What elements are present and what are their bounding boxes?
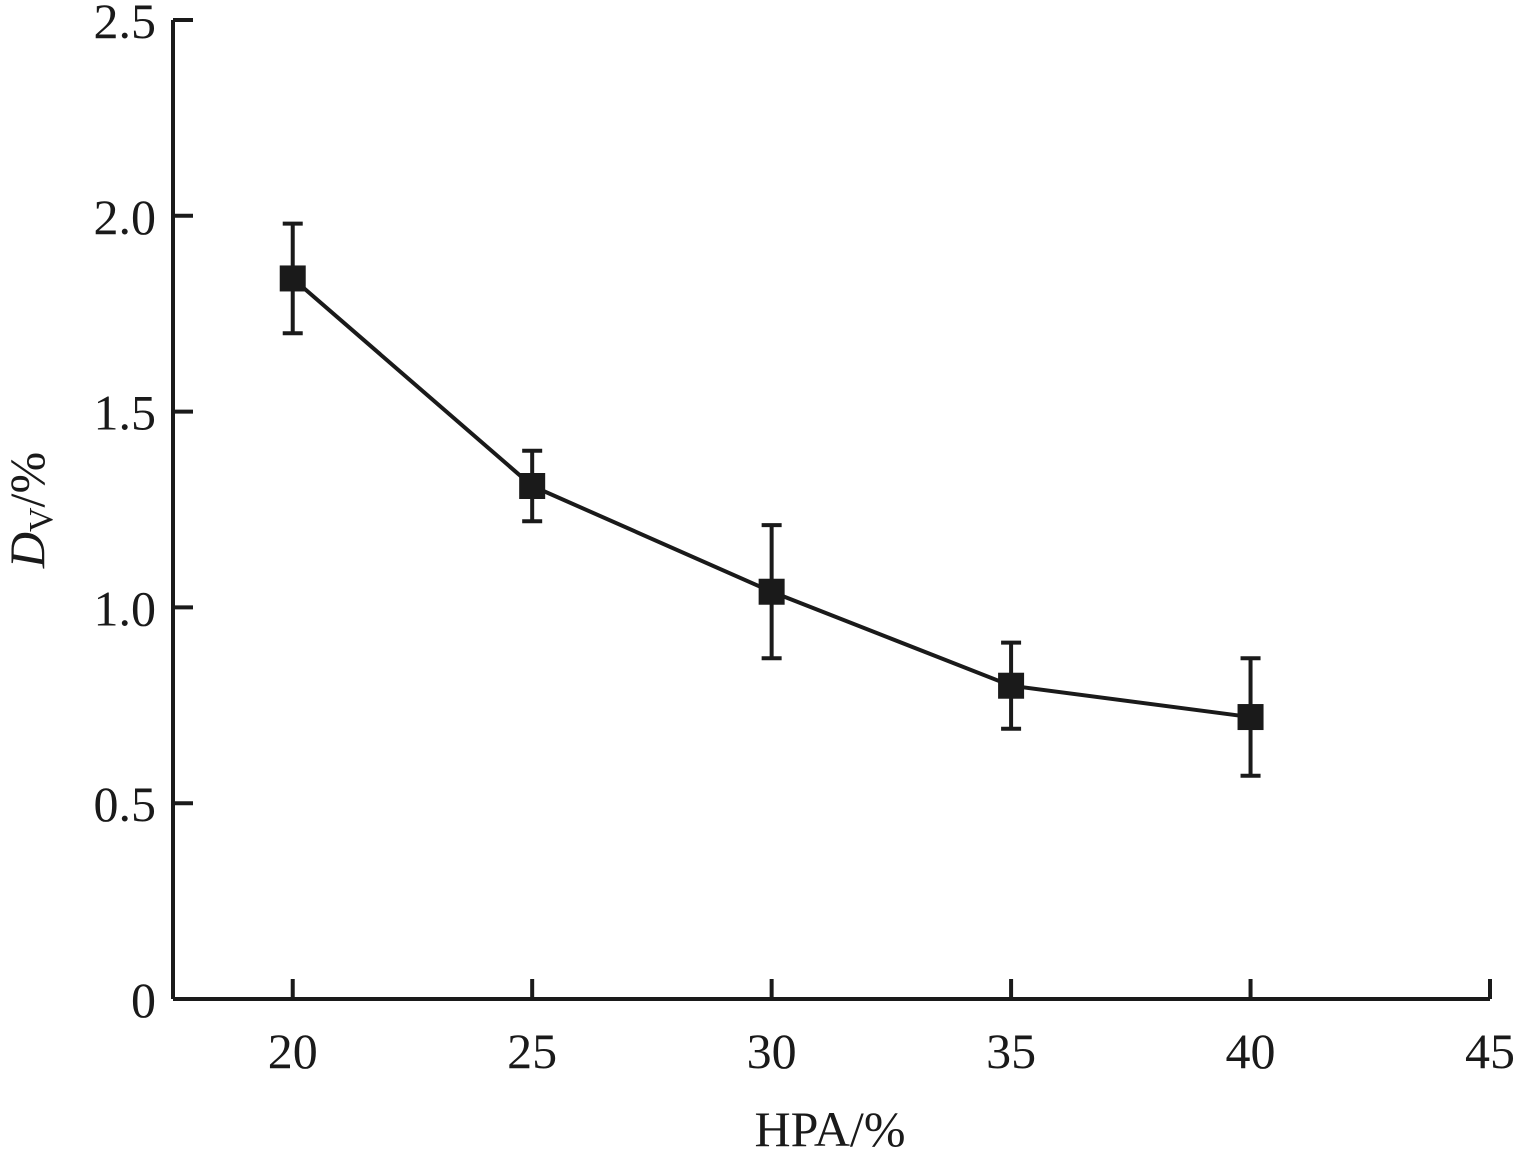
data-point-marker <box>998 672 1025 699</box>
x-tick-label: 20 <box>268 1023 318 1079</box>
y-axis-label-subscript: V <box>23 507 60 532</box>
x-tick-label: 25 <box>507 1023 557 1079</box>
y-axis-label: DV/% <box>0 452 60 569</box>
y-axis-label-main: D <box>0 532 55 569</box>
y-tick-label: 2.0 <box>94 189 157 245</box>
data-point-marker <box>279 265 306 292</box>
data-point-marker <box>758 578 785 605</box>
x-tick-label: 40 <box>1226 1023 1276 1079</box>
y-axis-label-suffix: /% <box>0 452 55 508</box>
y-tick-label: 2.5 <box>94 0 157 49</box>
x-tick-label: 30 <box>747 1023 797 1079</box>
chart-axes <box>171 20 1490 1001</box>
x-axis-label: HPA/% <box>755 1101 906 1150</box>
y-tick-label: 0 <box>131 972 156 1028</box>
data-point-marker <box>1237 704 1264 731</box>
chart-ticks: 20 25 30 35 40 45 0 0.5 1.0 1.5 2.0 2.5 <box>94 0 1516 1079</box>
y-tick-label: 1.0 <box>94 580 157 636</box>
data-point-marker <box>519 473 546 500</box>
x-tick-label: 35 <box>986 1023 1036 1079</box>
chart-series <box>279 221 1264 778</box>
y-tick-label: 0.5 <box>94 776 157 832</box>
y-tick-label: 1.5 <box>94 385 157 441</box>
x-tick-label: 45 <box>1465 1023 1515 1079</box>
